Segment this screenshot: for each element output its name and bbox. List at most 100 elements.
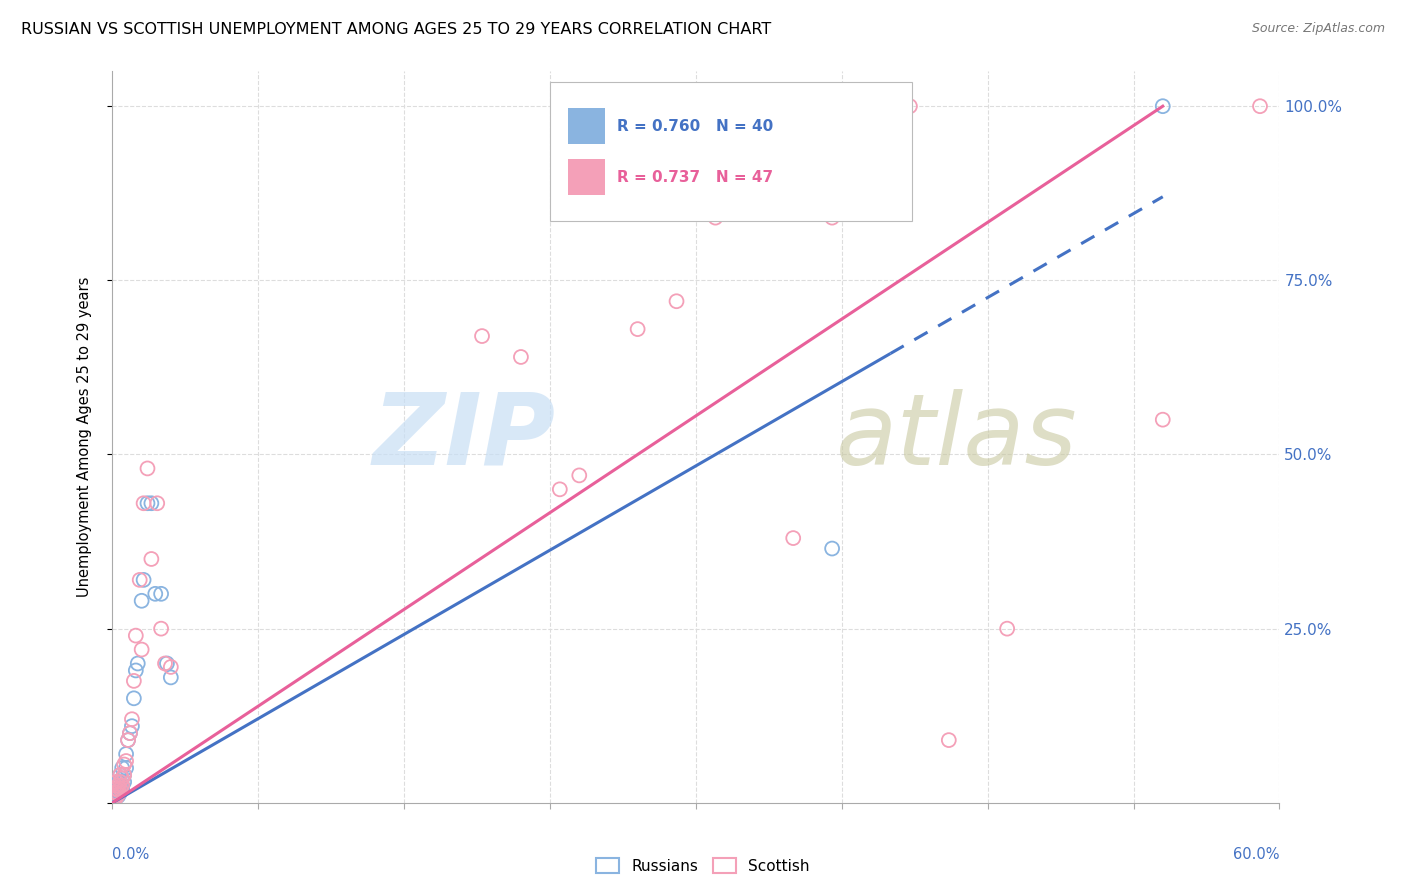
Point <box>103 789 125 803</box>
Point <box>898 99 921 113</box>
Point <box>859 99 883 113</box>
Y-axis label: Unemployment Among Ages 25 to 29 years: Unemployment Among Ages 25 to 29 years <box>77 277 91 598</box>
Point <box>111 778 134 792</box>
Point <box>122 691 145 706</box>
Point <box>110 775 132 789</box>
Point <box>782 531 804 545</box>
Point <box>146 496 169 510</box>
Point <box>103 785 125 799</box>
Point <box>125 629 148 643</box>
Point <box>107 778 129 792</box>
Point <box>150 622 173 636</box>
Point <box>110 781 132 796</box>
Point <box>143 587 166 601</box>
Point <box>125 664 148 678</box>
FancyBboxPatch shape <box>550 82 912 221</box>
Point <box>156 657 179 671</box>
Point <box>509 350 531 364</box>
Point <box>118 726 141 740</box>
Point <box>110 785 132 799</box>
Text: RUSSIAN VS SCOTTISH UNEMPLOYMENT AMONG AGES 25 TO 29 YEARS CORRELATION CHART: RUSSIAN VS SCOTTISH UNEMPLOYMENT AMONG A… <box>21 22 772 37</box>
Point <box>131 642 153 657</box>
Point <box>107 778 129 792</box>
Point <box>118 726 141 740</box>
Point <box>471 329 494 343</box>
Point <box>568 468 591 483</box>
Point <box>122 673 145 688</box>
Point <box>105 785 128 799</box>
Point <box>110 768 132 782</box>
Text: 60.0%: 60.0% <box>1233 847 1279 862</box>
Point <box>103 792 125 806</box>
Point <box>160 660 183 674</box>
Point <box>107 783 129 797</box>
Point <box>111 772 134 786</box>
Point <box>127 657 149 671</box>
Point <box>115 754 138 768</box>
Point <box>105 778 128 792</box>
Point <box>107 775 129 789</box>
Point <box>105 788 128 802</box>
Text: R = 0.760   N = 40: R = 0.760 N = 40 <box>617 119 773 134</box>
Point <box>121 712 143 726</box>
Point <box>548 483 571 497</box>
Point <box>110 775 132 789</box>
Point <box>131 594 153 608</box>
Point <box>112 768 135 782</box>
Point <box>112 757 135 772</box>
FancyBboxPatch shape <box>568 108 605 145</box>
Point <box>110 781 132 796</box>
Legend: Russians, Scottish: Russians, Scottish <box>591 852 815 880</box>
Point <box>938 733 960 747</box>
Point <box>117 733 139 747</box>
Point <box>627 322 650 336</box>
Point <box>153 657 176 671</box>
Point <box>132 496 155 510</box>
Point <box>105 783 128 797</box>
Point <box>112 775 135 789</box>
FancyBboxPatch shape <box>568 160 605 195</box>
Point <box>995 622 1018 636</box>
Point <box>105 790 128 805</box>
Point <box>821 541 844 556</box>
Point <box>111 772 134 786</box>
Text: 0.0%: 0.0% <box>112 847 149 862</box>
Point <box>1152 99 1174 113</box>
Point <box>136 496 159 510</box>
Point <box>121 719 143 733</box>
Point <box>1152 412 1174 426</box>
Point <box>160 670 183 684</box>
Point <box>112 768 135 782</box>
Point <box>132 573 155 587</box>
Point <box>107 781 129 796</box>
Point <box>136 461 159 475</box>
Point <box>105 781 128 796</box>
Text: R = 0.737   N = 47: R = 0.737 N = 47 <box>617 169 773 185</box>
Point <box>107 785 129 799</box>
Point <box>107 788 129 802</box>
Point <box>150 587 173 601</box>
Point <box>128 573 150 587</box>
Point <box>115 761 138 775</box>
Point <box>105 790 128 805</box>
Point <box>115 747 138 761</box>
Point <box>111 778 134 792</box>
Point <box>111 761 134 775</box>
Point <box>103 789 125 803</box>
Text: Source: ZipAtlas.com: Source: ZipAtlas.com <box>1251 22 1385 36</box>
Point <box>141 552 163 566</box>
Point <box>141 496 163 510</box>
Point <box>117 733 139 747</box>
Point <box>105 775 128 789</box>
Point <box>103 785 125 799</box>
Text: ZIP: ZIP <box>373 389 555 485</box>
Point <box>111 781 134 796</box>
Point <box>665 294 688 309</box>
Point <box>107 789 129 803</box>
Point <box>704 211 727 225</box>
Point <box>103 792 125 806</box>
Point <box>821 211 844 225</box>
Point <box>110 768 132 782</box>
Point <box>1249 99 1271 113</box>
Text: atlas: atlas <box>837 389 1077 485</box>
